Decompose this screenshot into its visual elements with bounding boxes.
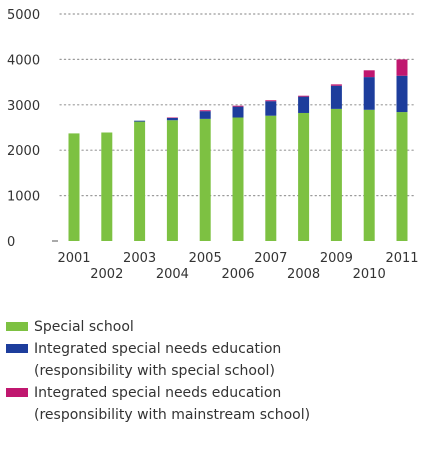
y-tick-label: 4000 [7,53,40,68]
legend-swatch-magenta [6,388,28,397]
bar-segment-integrated-mainstream [363,70,375,78]
legend-swatch-blue [6,344,28,353]
chart-legend: Special school Integrated special needs … [6,316,310,426]
bar-segment-special-school [363,109,375,241]
x-tick-label: 2001 [57,251,90,266]
bar-segment-special-school [330,108,342,241]
bar-segment-integrated-special [396,75,408,113]
x-tick-label: 2002 [90,267,123,282]
y-tick-label: 5000 [7,8,40,23]
bar-segment-integrated-special [363,77,375,110]
y-tick-label: 0 [7,235,15,250]
bar-segment-special-school [199,118,211,241]
bar-segment-special-school [396,112,408,242]
bar-segment-integrated-mainstream [199,110,211,112]
bar-segment-special-school [101,132,113,241]
legend-swatch-green [6,322,28,331]
bar-segment-special-school [298,112,310,241]
x-tick-label: 2009 [320,251,353,266]
bar-segment-special-school [265,115,277,241]
x-tick-label: 2008 [287,267,320,282]
bar-segment-integrated-special [265,101,277,116]
legend-label-detail: (responsibility with special school) [34,363,275,379]
x-tick-label: 2011 [385,251,418,266]
bar-segment-integrated-mainstream [330,84,342,86]
y-tick-label: 1000 [7,190,40,205]
x-tick-label: 2005 [189,251,222,266]
bar-segment-special-school [232,117,244,241]
chart: 0100020003000400050002001200220032004200… [7,8,419,282]
bar-segment-special-school [68,133,80,241]
bar-segment-special-school [134,121,146,241]
bar-segment-integrated-special [166,117,178,121]
legend-label: Integrated special needs education [34,385,282,401]
x-tick-label: 2003 [123,251,156,266]
x-tick-label: 2010 [353,267,386,282]
legend-item-integrated-special-school: Integrated special needs education (resp… [6,338,310,382]
x-tick-label: 2007 [254,251,287,266]
x-tick-label: 2006 [221,267,254,282]
legend-item-integrated-mainstream-school: Integrated special needs education (resp… [6,382,310,426]
bar-segment-integrated-mainstream [265,100,277,102]
bar-segment-special-school [166,120,178,241]
bar-segment-integrated-mainstream [298,95,310,97]
legend-label: Integrated special needs education [34,341,282,357]
bar-segment-integrated-special [199,111,211,119]
bar-segment-integrated-mainstream [232,105,244,107]
bar-segment-integrated-special [298,96,310,113]
legend-item-special-school: Special school [6,316,310,338]
y-tick-label: 3000 [7,99,40,114]
x-tick-label: 2004 [156,267,189,282]
bar-segment-integrated-special [330,85,342,109]
bar-segment-integrated-special [134,120,146,122]
legend-label: Special school [34,319,134,335]
bar-segment-integrated-mainstream [396,59,408,76]
bar-segment-integrated-mainstream [166,117,178,119]
bar-segment-integrated-special [232,106,244,118]
legend-label-detail: (responsibility with mainstream school) [34,407,311,423]
y-tick-label: 2000 [7,144,40,159]
